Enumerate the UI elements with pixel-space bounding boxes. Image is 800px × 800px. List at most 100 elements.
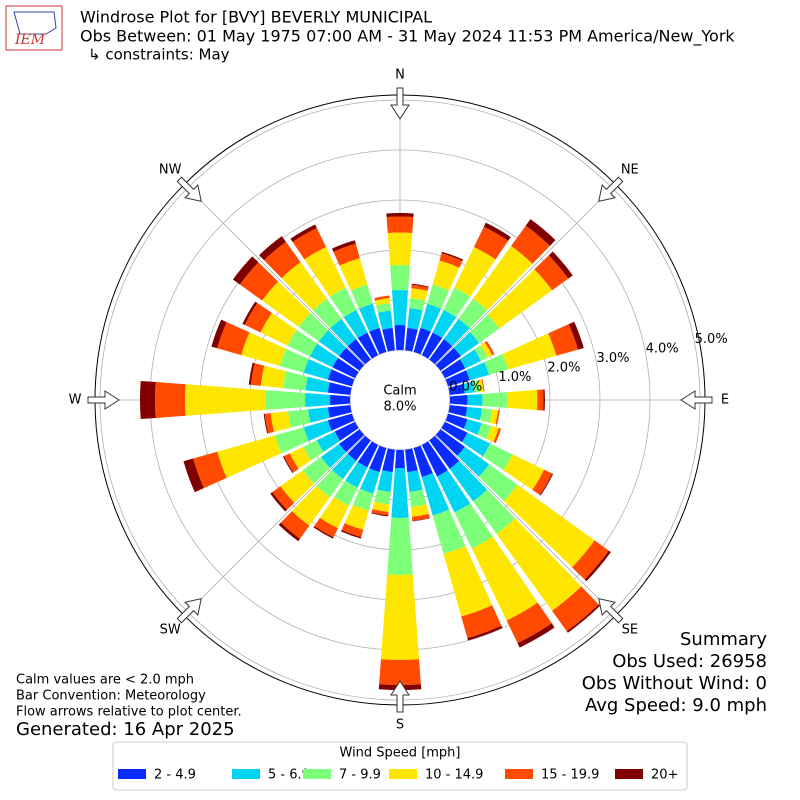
bar-segment: [347, 435, 371, 461]
compass-label: SW: [160, 622, 181, 637]
bar-segment: [377, 310, 393, 330]
compass-label: S: [396, 718, 404, 733]
bar-segment: [332, 357, 359, 379]
bar-segment: [420, 303, 441, 332]
spoke: [184, 184, 401, 401]
bar-segment: [454, 503, 493, 549]
bar-segment: [473, 245, 533, 311]
bar-segment: [374, 295, 390, 301]
bar-segment: [345, 462, 368, 488]
compass-label: W: [69, 393, 82, 408]
bar-segment: [432, 509, 466, 554]
flow-arrow: [680, 390, 713, 410]
bar-segment: [339, 258, 368, 291]
bar-segment: [435, 347, 461, 371]
bar-segment: [264, 413, 274, 434]
legend-swatch: [505, 769, 533, 779]
flow-arrow: [176, 176, 202, 202]
bar-segment: [471, 536, 538, 621]
bar-segment: [305, 393, 331, 407]
legend-swatch: [615, 769, 643, 779]
bar-segment: [445, 370, 470, 387]
bar-segment: [303, 440, 324, 461]
bar-segment: [262, 281, 311, 327]
bar-segment: [211, 319, 227, 349]
bar-segment: [448, 384, 465, 395]
bar-segment: [242, 301, 258, 325]
bar-segment: [481, 379, 485, 392]
bar-segment: [265, 390, 306, 410]
bar-segment: [329, 287, 357, 318]
bar-segment: [457, 446, 490, 477]
legend-label: 15 - 19.9: [541, 768, 599, 783]
compass-label: NE: [621, 163, 639, 178]
chart-subtitle: Obs Between: 01 May 1975 07:00 AM - 31 M…: [80, 27, 735, 47]
bar-segment: [467, 393, 483, 407]
flow-arrow: [390, 680, 410, 713]
bar-segment: [390, 265, 410, 291]
bar-segment: [443, 545, 493, 617]
bar-segment: [465, 406, 483, 421]
bar-segment: [443, 318, 470, 347]
bar-segment: [320, 443, 347, 468]
bar-segment: [413, 327, 431, 355]
bar-segment: [445, 413, 468, 429]
bar-segment: [327, 413, 355, 431]
compass-label: NW: [159, 163, 182, 178]
bar-segment: [250, 363, 265, 386]
flow-arrow: [390, 87, 410, 120]
bar-segment: [193, 451, 227, 489]
bar-segment: [405, 448, 418, 473]
logo: IEM: [5, 5, 63, 51]
bar-segment: [566, 604, 601, 633]
bar-segment: [155, 382, 186, 418]
bar-segment: [405, 327, 418, 352]
bar-segment: [449, 395, 468, 405]
r-tick-label: 1.0%: [498, 370, 531, 385]
bar-segment: [183, 458, 204, 493]
bar-segment: [441, 359, 466, 379]
bar-segment: [316, 469, 343, 498]
bar-segment: [260, 365, 287, 389]
spoke: [184, 399, 401, 616]
bar-segment: [407, 470, 423, 493]
bar-segment: [482, 443, 513, 471]
bar-segment: [448, 405, 468, 417]
bar-segment: [260, 312, 297, 346]
bar-segment: [217, 322, 250, 356]
bar-segment: [377, 470, 393, 493]
flow-arrow: [598, 176, 624, 202]
bar-segment: [334, 421, 359, 441]
bar-segment: [374, 489, 391, 505]
bar-segment: [453, 332, 480, 357]
bar-segment: [331, 240, 356, 252]
bar-segment: [303, 420, 332, 441]
bar-segment: [380, 574, 420, 660]
flow-arrow-shape: [390, 680, 410, 713]
r-tick-label: 5.0%: [695, 332, 728, 347]
legend-label: 10 - 14.9: [425, 768, 483, 783]
flow-arrow-shape: [87, 390, 120, 410]
bar-segment: [496, 518, 582, 611]
compass-label: E: [721, 393, 729, 408]
bar-segment: [333, 480, 358, 506]
bar-segment: [413, 445, 433, 477]
bar-segment: [432, 309, 457, 338]
bar-segment: [386, 216, 414, 233]
bar-segment: [449, 460, 488, 502]
bar-segment: [239, 262, 279, 301]
bars: [140, 213, 611, 690]
bar-segment: [382, 327, 395, 352]
bar-segment: [443, 287, 471, 318]
bar-segment: [280, 511, 310, 539]
bar-segment: [387, 232, 413, 266]
bar-segment: [289, 446, 312, 469]
bar-segment: [511, 225, 550, 264]
bar-segment: [264, 241, 301, 279]
bar-segment: [278, 522, 300, 542]
flow-arrow-shape: [390, 87, 410, 120]
bar-segment: [263, 413, 269, 434]
bar-segment: [287, 329, 318, 357]
bar-segment: [568, 321, 584, 350]
bar-segment: [330, 394, 351, 406]
